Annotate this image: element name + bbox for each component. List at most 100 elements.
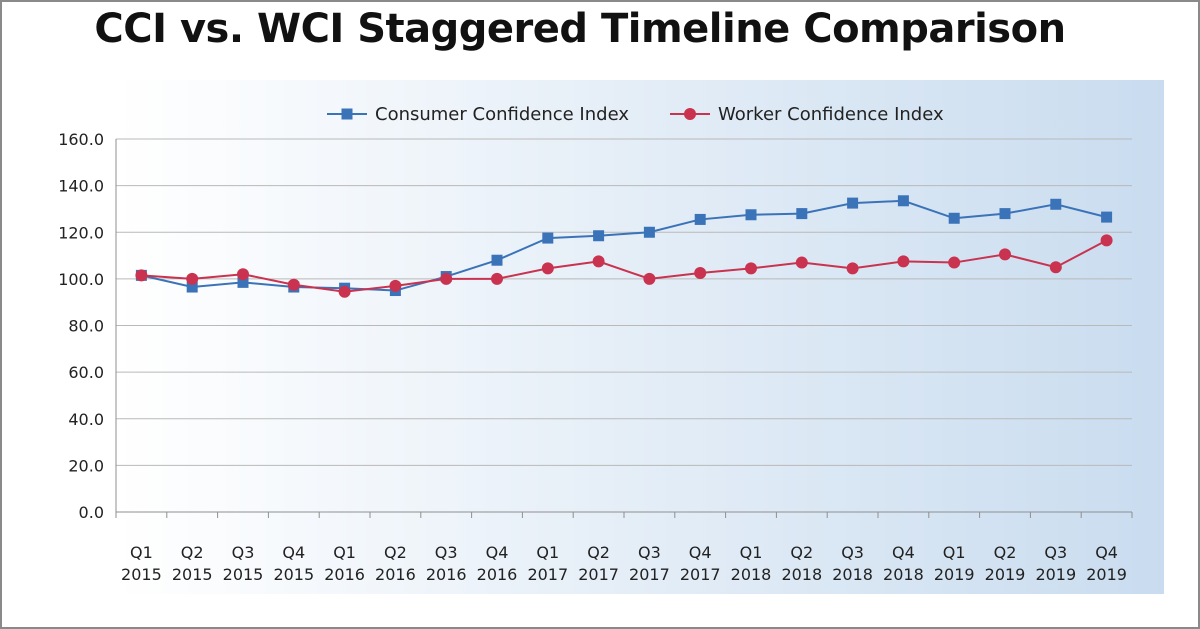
x-tick-label: Q1 [740, 543, 763, 562]
x-tick-label: Q3 [1044, 543, 1067, 562]
cci-data-point [593, 230, 605, 242]
cci-data-point [1101, 211, 1113, 223]
wci-legend-label: Worker Confidence Index [718, 104, 944, 125]
x-tick-label: 2019 [1035, 565, 1076, 584]
x-tick-label: 2016 [375, 565, 416, 584]
cci-data-point [796, 208, 808, 220]
cci-data-point [237, 276, 249, 288]
cci-data-point [694, 213, 706, 225]
wci-data-point [897, 255, 910, 268]
cci-data-point [186, 281, 198, 293]
wci-data-point [440, 272, 453, 285]
x-tick-label: Q3 [435, 543, 458, 562]
y-tick-label: 160.0 [58, 130, 104, 149]
cci-data-point [847, 197, 859, 209]
cci-data-point [1050, 198, 1062, 210]
wci-data-point [1100, 234, 1113, 247]
wci-data-point [338, 285, 351, 298]
wci-data-point [846, 262, 859, 275]
x-tick-label: 2017 [629, 565, 670, 584]
x-tick-label: Q2 [384, 543, 407, 562]
y-axis-tick-labels: 0.0 20.0 40.0 60.0 80.0 100.0 120.0 140.0 160.0 [58, 130, 104, 522]
cci-data-point [542, 232, 554, 244]
x-tick-label: Q1 [130, 543, 153, 562]
cci-data-point [897, 195, 909, 207]
chart-title: CCI vs. WCI Staggered Timeline Compariso… [94, 6, 1066, 52]
cci-data-point [999, 208, 1011, 220]
x-tick-label: 2018 [883, 565, 924, 584]
wci-data-point [1049, 261, 1062, 274]
cci-series-line [141, 199, 1107, 292]
wci-data-point [541, 262, 554, 275]
plot-background [116, 80, 1164, 594]
y-tick-label: 120.0 [58, 223, 104, 242]
cci-legend-marker [341, 108, 353, 120]
x-tick-label: Q2 [587, 543, 610, 562]
wci-data-point [186, 272, 199, 285]
x-tick-label: Q1 [536, 543, 559, 562]
wci-data-point [795, 256, 808, 269]
x-tick-label: Q2 [790, 543, 813, 562]
x-tick-label: Q2 [994, 543, 1017, 562]
x-tick-label: Q4 [486, 543, 509, 562]
wci-data-point [694, 267, 707, 280]
x-tick-label: Q4 [282, 543, 305, 562]
wci-data-point [237, 268, 249, 281]
y-tick-label: 40.0 [68, 410, 104, 429]
wci-data-point [491, 272, 503, 285]
x-tick-label: Q4 [892, 543, 915, 562]
y-tick-label: 20.0 [68, 456, 104, 475]
y-tick-label: 100.0 [58, 270, 104, 289]
cci-data-point [948, 212, 960, 224]
wci-data-point [135, 269, 148, 282]
axes [115, 139, 1133, 518]
x-tick-label: 2016 [477, 565, 518, 584]
x-tick-label: 2019 [985, 565, 1026, 584]
wci-data-point [948, 256, 961, 269]
x-tick-label: 2016 [426, 565, 467, 584]
x-tick-label: Q3 [232, 543, 255, 562]
x-tick-label: 2017 [680, 565, 721, 584]
wci-data-point [287, 278, 300, 291]
wci-data-point [999, 248, 1011, 261]
series-group [135, 195, 1113, 298]
x-axis-tick-labels: Q1 2015 Q2 2015 Q3 2015 Q4 2015 Q1 2016 Q2 2016 Q3 20… [121, 543, 1127, 584]
cci-data-point [491, 254, 503, 266]
wci-data-point [389, 279, 402, 292]
cci-data-point [643, 226, 655, 238]
x-tick-label: Q2 [181, 543, 204, 562]
wci-data-point [592, 255, 605, 268]
wci-series-line [141, 239, 1108, 293]
x-tick-label: 2015 [121, 565, 162, 584]
x-tick-label: 2018 [832, 565, 873, 584]
legend: Consumer Confidence Index Worker Confiden… [327, 104, 944, 125]
wci-data-point [745, 262, 757, 275]
y-tick-label: 140.0 [58, 177, 104, 196]
x-tick-label: 2019 [934, 565, 975, 584]
x-tick-label: Q4 [1095, 543, 1118, 562]
y-tick-label: 0.0 [79, 503, 104, 522]
x-tick-label: 2019 [1086, 565, 1127, 584]
x-tick-label: 2018 [781, 565, 822, 584]
x-tick-label: 2017 [527, 565, 568, 584]
x-tick-label: 2015 [223, 565, 264, 584]
x-tick-label: 2017 [578, 565, 619, 584]
x-tick-label: Q3 [841, 543, 864, 562]
x-tick-label: 2015 [273, 565, 314, 584]
y-tick-label: 60.0 [68, 363, 104, 382]
cci-data-point [745, 209, 757, 221]
x-tick-label: Q3 [638, 543, 661, 562]
wci-data-point [643, 272, 656, 285]
x-tick-label: Q1 [333, 543, 356, 562]
x-tick-label: Q4 [689, 543, 712, 562]
x-tick-label: 2018 [731, 565, 772, 584]
x-tick-label: 2015 [172, 565, 213, 584]
cci-legend-label: Consumer Confidence Index [375, 104, 629, 125]
x-tick-label: 2016 [324, 565, 365, 584]
y-tick-label: 80.0 [68, 317, 104, 336]
x-tick-label: Q1 [943, 543, 966, 562]
grid-lines [116, 138, 1132, 466]
wci-legend-marker [684, 108, 696, 120]
